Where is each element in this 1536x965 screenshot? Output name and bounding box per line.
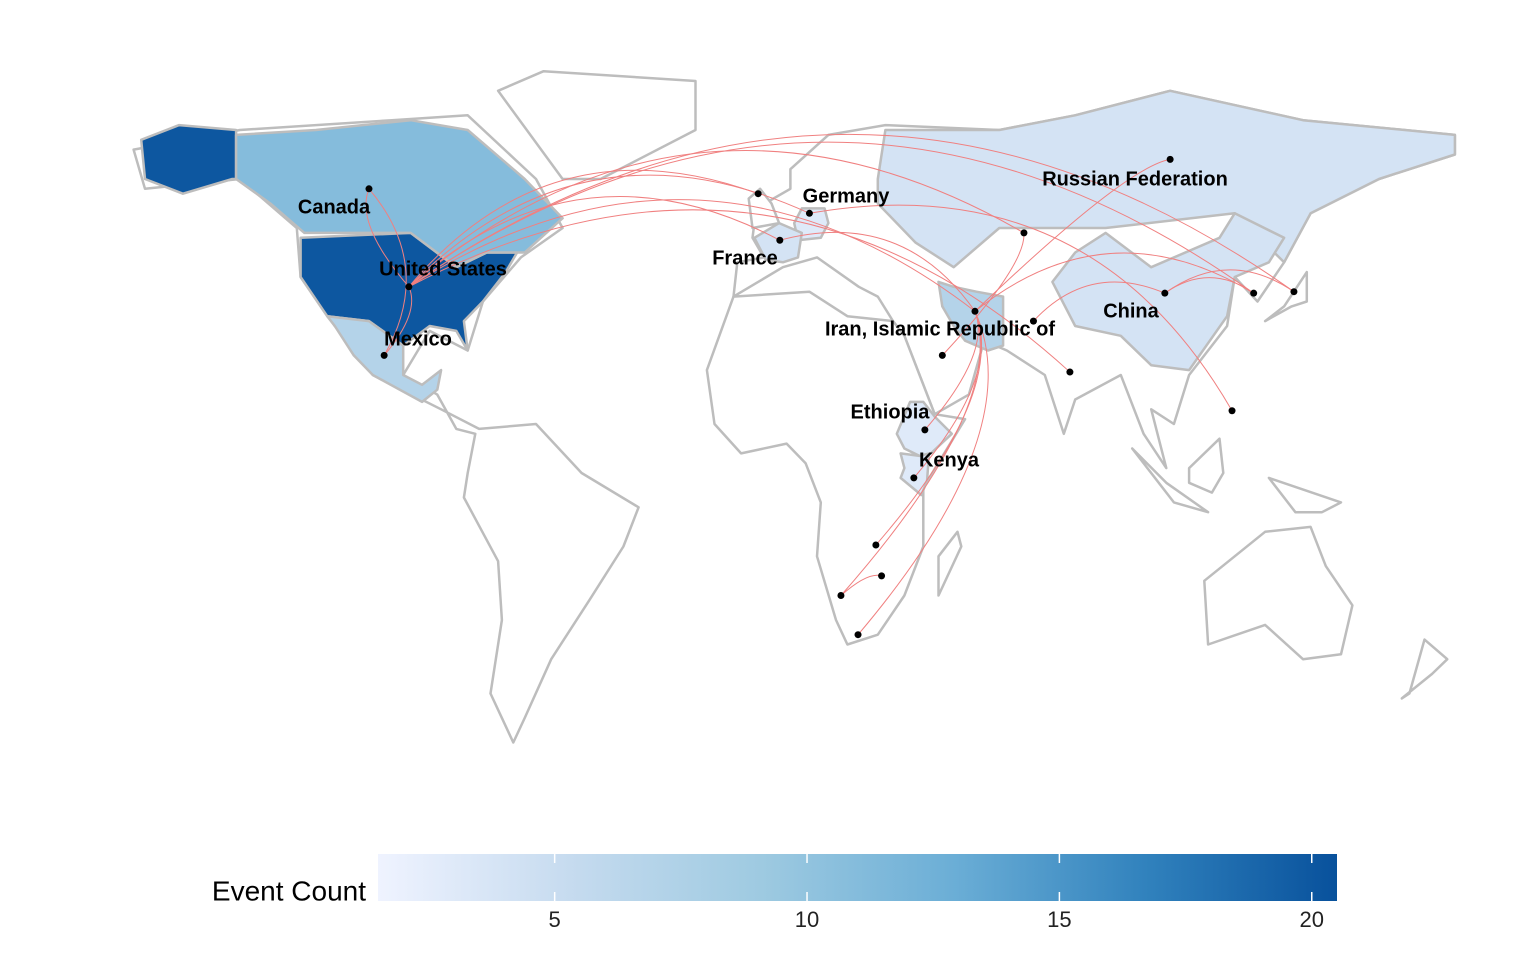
event-point: [1166, 155, 1174, 163]
link: [365, 188, 410, 288]
event-point: [921, 426, 929, 434]
legend: Event Count 5 10 15 20: [212, 854, 1337, 932]
region-label: United States: [379, 258, 507, 280]
link: [840, 311, 981, 596]
land-mass: [1267, 476, 1343, 514]
region-label: Mexico: [384, 328, 452, 350]
event-point: [938, 351, 946, 359]
colorbar: [378, 854, 1337, 901]
legend-title: Event Count: [212, 875, 366, 906]
event-point: [854, 631, 862, 639]
land-mass: [496, 69, 697, 181]
link: [408, 199, 976, 312]
land-mass: [1400, 638, 1449, 700]
colorbar-tick-label: 15: [1047, 907, 1071, 932]
link: [941, 232, 1025, 356]
event-point: [365, 185, 373, 193]
event-point: [754, 190, 762, 198]
event-point: [971, 307, 979, 315]
event-point: [805, 209, 813, 217]
land-mass: [705, 290, 967, 646]
land-mass: [1203, 525, 1354, 661]
region-label: Kenya: [919, 449, 980, 471]
regions: [139, 89, 1457, 497]
region: [876, 89, 1457, 269]
event-point: [1020, 229, 1028, 237]
region-label: Iran, Islamic Republic of: [825, 318, 1055, 340]
link: [408, 169, 759, 288]
land-mass: [937, 530, 963, 597]
region-label: France: [712, 247, 778, 269]
region: [325, 314, 443, 404]
event-point: [872, 541, 880, 549]
link: [408, 196, 781, 288]
link: [408, 141, 1254, 294]
link: [383, 286, 413, 356]
link: [1164, 269, 1295, 294]
event-point: [837, 592, 845, 599]
link: [408, 174, 810, 288]
link: [1033, 281, 1166, 322]
link: [809, 204, 1233, 412]
event-point: [1228, 407, 1236, 415]
links: [365, 133, 1295, 636]
link: [779, 231, 976, 312]
region: [234, 118, 564, 269]
region: [937, 280, 1005, 352]
points: [365, 155, 1298, 639]
event-point: [878, 572, 886, 580]
event-point: [405, 283, 413, 291]
region-label: Ethiopia: [851, 401, 931, 423]
land-mass: [1263, 270, 1309, 323]
region-label: Germany: [803, 185, 891, 207]
event-point: [1161, 289, 1169, 297]
event-point: [776, 236, 784, 244]
colorbar-tick-label: 10: [795, 907, 819, 932]
land-mass: [1187, 437, 1225, 494]
event-point: [1290, 288, 1298, 296]
region-label: China: [1103, 300, 1159, 322]
event-point: [380, 351, 388, 359]
link: [408, 150, 1025, 288]
link: [857, 311, 989, 636]
colorbar-tick-label: 5: [549, 907, 561, 932]
event-point: [910, 474, 918, 482]
link: [368, 188, 407, 356]
region-label: Canada: [298, 196, 371, 218]
region-label: Russian Federation: [1042, 168, 1228, 190]
colorbar-tick-label: 20: [1300, 907, 1324, 932]
event-point: [1066, 368, 1074, 376]
event-point: [1250, 289, 1258, 297]
event-point: [1029, 317, 1037, 325]
link: [974, 252, 1254, 312]
link: [408, 133, 1295, 293]
link: [974, 158, 1171, 312]
labels: United States Canada Mexico Russian Federat…: [298, 168, 1228, 471]
region: [1051, 212, 1286, 372]
land-mass: [1130, 447, 1210, 514]
